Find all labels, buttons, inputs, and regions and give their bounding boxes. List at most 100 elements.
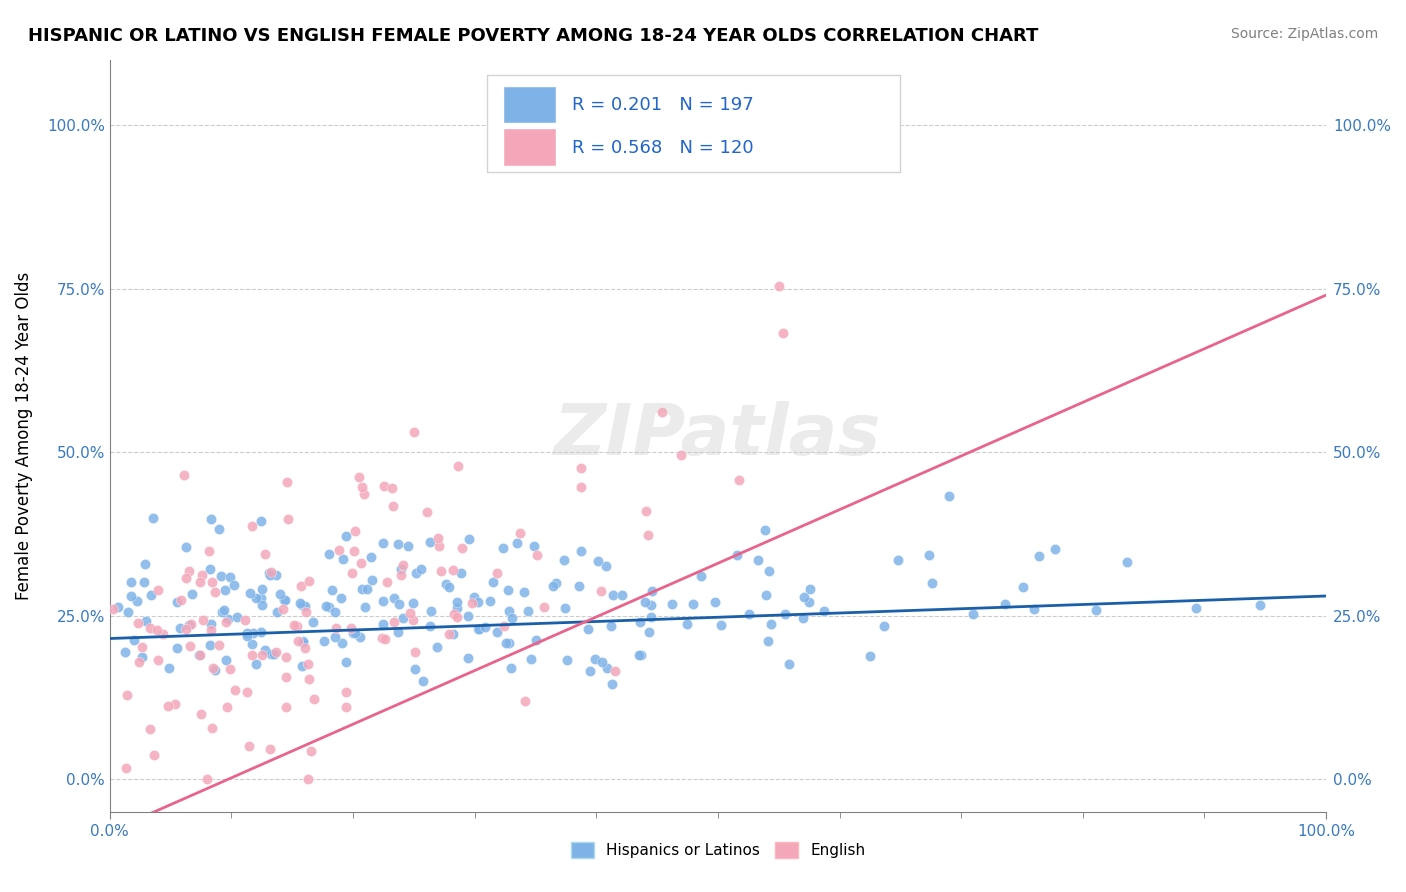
Hispanics or Latinos xyxy=(371,616,394,631)
Hispanics or Latinos xyxy=(208,522,231,536)
Hispanics or Latinos xyxy=(725,548,748,562)
Hispanics or Latinos xyxy=(412,674,434,689)
Hispanics or Latinos xyxy=(350,582,373,596)
Hispanics or Latinos xyxy=(214,582,236,597)
English xyxy=(651,405,673,419)
Hispanics or Latinos xyxy=(512,584,534,599)
Hispanics or Latinos xyxy=(114,645,136,659)
Hispanics or Latinos xyxy=(612,589,634,603)
Hispanics or Latinos xyxy=(200,562,222,576)
Hispanics or Latinos xyxy=(962,607,984,621)
Hispanics or Latinos xyxy=(583,652,606,666)
English xyxy=(174,571,197,585)
English xyxy=(350,480,373,494)
Hispanics or Latinos xyxy=(135,614,157,628)
Hispanics or Latinos xyxy=(640,610,662,624)
Hispanics or Latinos xyxy=(486,624,509,639)
Hispanics or Latinos xyxy=(498,636,520,650)
English xyxy=(177,564,200,578)
English xyxy=(533,599,555,614)
Hispanics or Latinos xyxy=(554,600,576,615)
Hispanics or Latinos xyxy=(450,566,472,581)
English xyxy=(254,547,277,561)
Hispanics or Latinos xyxy=(181,587,204,601)
Text: Source: ZipAtlas.com: Source: ZipAtlas.com xyxy=(1230,27,1378,41)
Hispanics or Latinos xyxy=(388,597,411,611)
Hispanics or Latinos xyxy=(544,576,567,591)
Hispanics or Latinos xyxy=(859,648,882,663)
English xyxy=(283,618,305,632)
Hispanics or Latinos xyxy=(226,610,249,624)
English xyxy=(299,744,322,758)
Hispanics or Latinos xyxy=(938,489,960,503)
Hispanics or Latinos xyxy=(134,557,156,571)
English xyxy=(200,623,222,637)
English xyxy=(399,606,422,620)
English xyxy=(328,543,350,558)
Hispanics or Latinos xyxy=(157,661,180,675)
Hispanics or Latinos xyxy=(107,600,129,615)
Hispanics or Latinos xyxy=(343,626,366,640)
English xyxy=(728,473,751,487)
English xyxy=(271,601,294,615)
English xyxy=(343,524,366,538)
Hispanics or Latinos xyxy=(641,583,664,598)
Hispanics or Latinos xyxy=(179,618,201,632)
English xyxy=(427,539,450,553)
English xyxy=(115,688,138,702)
Hispanics or Latinos xyxy=(291,635,314,649)
Hispanics or Latinos xyxy=(360,549,382,564)
Hispanics or Latinos xyxy=(212,603,235,617)
Hispanics or Latinos xyxy=(318,547,340,561)
Hispanics or Latinos xyxy=(387,537,409,551)
English xyxy=(180,616,202,631)
Hispanics or Latinos xyxy=(250,514,273,528)
English xyxy=(569,480,592,494)
Hispanics or Latinos xyxy=(524,632,547,647)
English xyxy=(152,626,174,640)
Hispanics or Latinos xyxy=(793,591,815,605)
English xyxy=(204,585,226,599)
Hispanics or Latinos xyxy=(675,616,697,631)
Hispanics or Latinos xyxy=(321,582,343,597)
Hispanics or Latinos xyxy=(250,582,273,596)
English xyxy=(298,574,321,589)
Hispanics or Latinos xyxy=(758,564,780,578)
Hispanics or Latinos xyxy=(634,595,657,609)
Hispanics or Latinos xyxy=(200,512,222,526)
English xyxy=(215,615,238,629)
English xyxy=(165,697,187,711)
English xyxy=(240,519,263,533)
English xyxy=(509,526,531,541)
Text: HISPANIC OR LATINO VS ENGLISH FEMALE POVERTY AMONG 18-24 YEAR OLDS CORRELATION C: HISPANIC OR LATINO VS ENGLISH FEMALE POV… xyxy=(28,27,1039,45)
Hispanics or Latinos xyxy=(1085,603,1108,617)
Hispanics or Latinos xyxy=(600,677,623,691)
Hispanics or Latinos xyxy=(496,583,519,598)
Hispanics or Latinos xyxy=(813,604,835,618)
English xyxy=(259,741,281,756)
Hispanics or Latinos xyxy=(434,576,457,591)
Hispanics or Latinos xyxy=(495,636,517,650)
Hispanics or Latinos xyxy=(627,648,650,663)
Hispanics or Latinos xyxy=(325,605,347,619)
Hispanics or Latinos xyxy=(291,598,314,612)
Hispanics or Latinos xyxy=(120,575,142,590)
Hispanics or Latinos xyxy=(405,566,427,580)
Hispanics or Latinos xyxy=(250,625,273,640)
Text: R = 0.201   N = 197: R = 0.201 N = 197 xyxy=(572,96,754,114)
Hispanics or Latinos xyxy=(263,647,285,661)
Hispanics or Latinos xyxy=(387,625,409,640)
English xyxy=(173,467,195,482)
English xyxy=(294,641,316,656)
Hispanics or Latinos xyxy=(332,552,354,566)
Hispanics or Latinos xyxy=(661,597,683,611)
Hispanics or Latinos xyxy=(501,661,523,675)
English xyxy=(114,761,136,775)
Hispanics or Latinos xyxy=(169,621,191,635)
Hispanics or Latinos xyxy=(426,640,449,654)
Hispanics or Latinos xyxy=(596,661,619,675)
Hispanics or Latinos xyxy=(222,578,245,592)
English xyxy=(174,622,197,636)
English xyxy=(461,595,484,609)
English xyxy=(486,566,509,580)
